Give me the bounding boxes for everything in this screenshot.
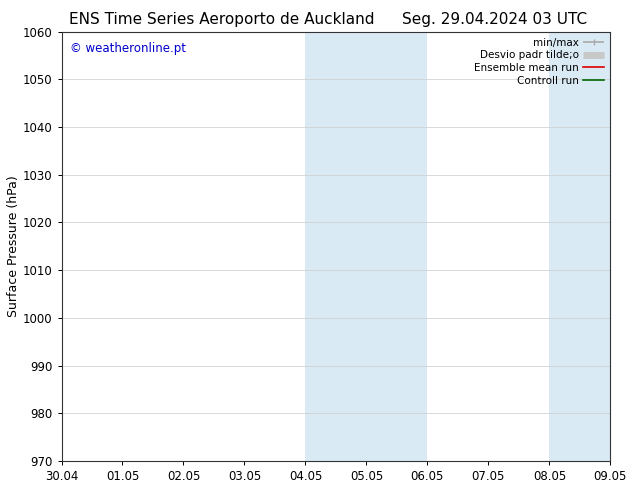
Text: © weatheronline.pt: © weatheronline.pt <box>70 42 186 55</box>
Legend: min/max, Desvio padr tilde;o, Ensemble mean run, Controll run: min/max, Desvio padr tilde;o, Ensemble m… <box>471 35 607 89</box>
Bar <box>366 31 427 461</box>
Text: Seg. 29.04.2024 03 UTC: Seg. 29.04.2024 03 UTC <box>402 12 587 27</box>
Bar <box>306 31 366 461</box>
Bar <box>550 31 611 461</box>
Bar <box>611 31 634 461</box>
Text: ENS Time Series Aeroporto de Auckland: ENS Time Series Aeroporto de Auckland <box>69 12 375 27</box>
Y-axis label: Surface Pressure (hPa): Surface Pressure (hPa) <box>7 175 20 317</box>
